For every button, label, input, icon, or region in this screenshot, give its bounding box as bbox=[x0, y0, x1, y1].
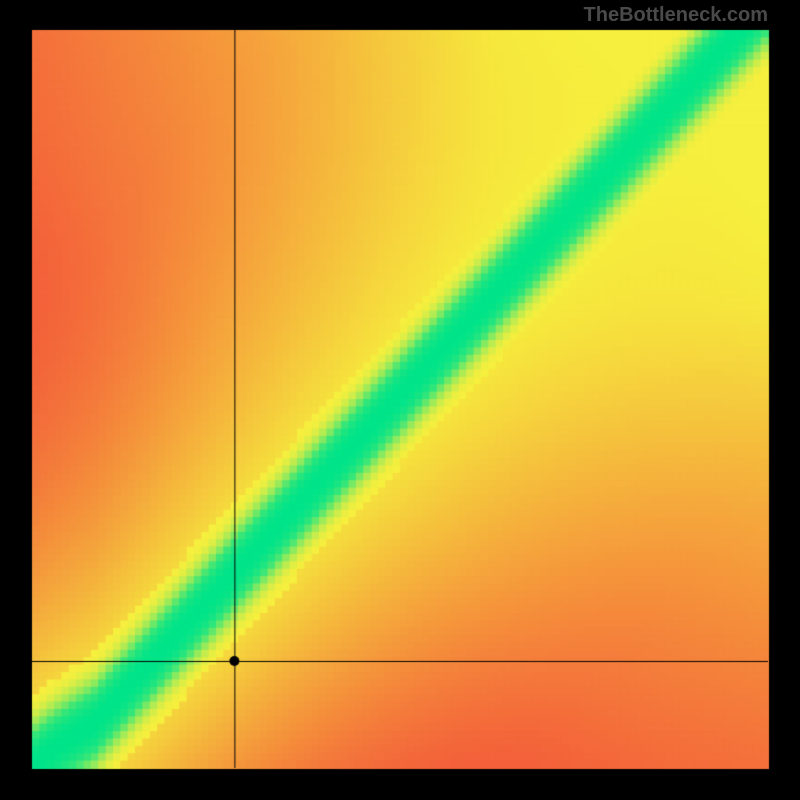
watermark-text: TheBottleneck.com bbox=[584, 4, 768, 27]
bottleneck-heatmap bbox=[0, 0, 800, 800]
